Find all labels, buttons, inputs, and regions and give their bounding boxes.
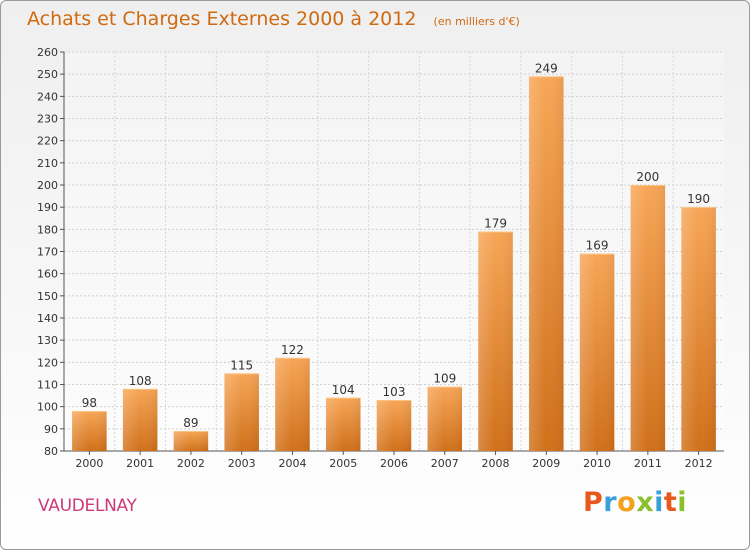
y-tick-label: 90 <box>44 423 58 436</box>
x-tick-label-2006: 2006 <box>380 457 408 470</box>
y-tick-label: 180 <box>37 223 58 236</box>
value-label-2009: 249 <box>535 61 558 75</box>
y-tick-label: 220 <box>37 135 58 148</box>
bar-shine-2005 <box>325 397 361 451</box>
y-tick-label: 160 <box>37 268 58 281</box>
bar-shine-2008 <box>478 231 513 451</box>
bar-shine-2009 <box>529 76 564 451</box>
y-tick-label: 240 <box>37 90 58 103</box>
bar-shine-2012 <box>681 207 716 451</box>
value-label-2005: 104 <box>332 383 355 397</box>
logo-letter: i <box>654 487 664 518</box>
logo-letter: P <box>583 487 604 518</box>
value-label-2007: 109 <box>433 372 456 386</box>
value-label-2012: 190 <box>687 192 710 206</box>
value-label-2010: 169 <box>586 239 609 253</box>
bar-shine-2007 <box>427 386 463 451</box>
chart-unit-label: (en milliers d'€) <box>433 15 520 28</box>
y-tick-label: 130 <box>37 334 58 347</box>
y-tick-label: 120 <box>37 356 58 369</box>
logo-letter: x <box>636 487 655 518</box>
bar-shine-2010 <box>579 253 615 451</box>
value-label-2004: 122 <box>281 343 304 357</box>
place-name: VAUDELNAY <box>38 496 137 516</box>
x-tick-label-2002: 2002 <box>177 457 205 470</box>
bar-shine-2004 <box>275 357 310 451</box>
value-label-2000: 98 <box>82 396 97 410</box>
value-label-2003: 115 <box>230 358 253 372</box>
value-label-2006: 103 <box>383 385 406 399</box>
bar-shine-2002 <box>173 431 209 451</box>
y-tick-label: 260 <box>37 46 58 59</box>
y-tick-label: 170 <box>37 246 58 259</box>
y-tick-label: 110 <box>37 379 58 392</box>
bar-shine-2011 <box>630 185 666 451</box>
y-tick-label: 230 <box>37 113 58 126</box>
x-tick-label-2000: 2000 <box>75 457 103 470</box>
bar-shine-2006 <box>376 400 412 451</box>
title-line: Achats et Charges Externes 2000 à 2012 (… <box>27 8 520 30</box>
x-tick-label-2003: 2003 <box>228 457 256 470</box>
y-tick-label: 210 <box>37 157 58 170</box>
bar-shine-2003 <box>224 373 259 451</box>
logo-letter: r <box>603 487 618 518</box>
y-tick-label: 150 <box>37 290 58 303</box>
x-tick-label-2004: 2004 <box>278 457 306 470</box>
value-label-2002: 89 <box>183 416 198 430</box>
x-tick-label-2008: 2008 <box>482 457 510 470</box>
bar-shine-2001 <box>122 388 158 451</box>
x-tick-label-2012: 2012 <box>685 457 713 470</box>
logo-letter: t <box>663 487 678 518</box>
axis-layer: 8090100110120130140150160170180190200210… <box>37 46 724 470</box>
y-tick-label: 80 <box>44 445 58 458</box>
value-label-2001: 108 <box>129 374 152 388</box>
y-tick-label: 250 <box>37 68 58 81</box>
proxiti-logo[interactable]: Proxiti <box>583 487 687 518</box>
y-tick-label: 200 <box>37 179 58 192</box>
x-tick-label-2010: 2010 <box>583 457 611 470</box>
chart-title: Achats et Charges Externes 2000 à 2012 <box>27 8 417 30</box>
x-tick-label-2007: 2007 <box>431 457 459 470</box>
y-tick-label: 190 <box>37 201 58 214</box>
logo-letter: o <box>617 487 637 518</box>
x-tick-label-2005: 2005 <box>329 457 357 470</box>
x-tick-label-2009: 2009 <box>532 457 560 470</box>
value-label-2011: 200 <box>636 170 659 184</box>
value-label-2008: 179 <box>484 217 507 231</box>
bars-layer <box>72 76 716 451</box>
x-tick-label-2001: 2001 <box>126 457 154 470</box>
bar-shine-2000 <box>72 411 107 451</box>
x-tick-label-2011: 2011 <box>634 457 662 470</box>
logo-letter: i <box>677 487 688 518</box>
y-tick-label: 100 <box>37 401 58 414</box>
labels-layer: 98 108 89 115 122 104 103 109 179 249 169 200 190 <box>82 61 710 430</box>
y-tick-label: 140 <box>37 312 58 325</box>
